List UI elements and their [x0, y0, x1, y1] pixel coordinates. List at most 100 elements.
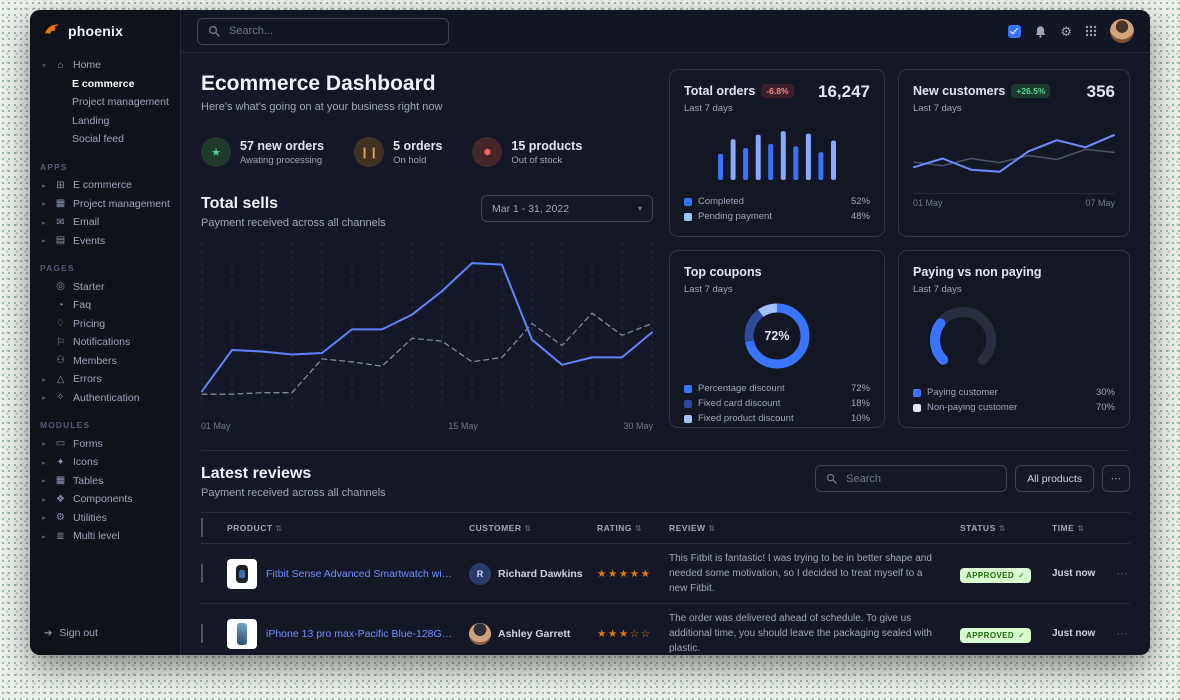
layers-icon: ≣: [56, 530, 65, 542]
sidebar-item-label: Starter: [73, 280, 105, 293]
row-actions-icon[interactable]: ⋯: [1116, 628, 1128, 640]
top-coupons-card: Top coupons Last 7 days 72%: [669, 250, 885, 428]
column-header[interactable]: STATUS ⇅: [960, 523, 1006, 533]
sidebar-item[interactable]: APPS: [30, 158, 180, 177]
sign-out-button[interactable]: ➔ Sign out: [30, 615, 180, 655]
sidebar-item[interactable]: ▸ ✉ Email: [30, 213, 180, 232]
user-avatar[interactable]: [1110, 19, 1134, 43]
review-row[interactable]: Fitbit Sense Advanced Smartwatch with To…: [201, 543, 1130, 603]
stat-value: 5 orders: [393, 138, 443, 153]
chevron-icon: ▸: [42, 439, 46, 449]
card-period: Last 7 days: [912, 103, 962, 114]
sidebar-item[interactable]: ▸ ▤ Events: [30, 232, 180, 251]
top-coupons-legend: Percentage discount 72% Fixed card disco…: [684, 381, 870, 426]
row-actions-icon[interactable]: ⋯: [1116, 568, 1128, 580]
select-all-checkbox[interactable]: [201, 518, 203, 537]
sidebar-item[interactable]: ◔ Faq: [30, 296, 180, 315]
latest-reviews-section: Latest reviews Payment received across a…: [201, 450, 1130, 655]
new-customers-value: 356: [1086, 82, 1115, 101]
search-input[interactable]: [227, 24, 438, 38]
date-range-value: Mar 1 - 31, 2022: [492, 202, 570, 215]
theme-toggle-checkbox[interactable]: [1008, 24, 1022, 38]
sidebar-item[interactable]: ▸ △ Errors: [30, 370, 180, 389]
sidebar-item[interactable]: ◎ Starter: [30, 278, 180, 297]
sidebar-item[interactable]: ▸ ⊞ E commerce: [30, 176, 180, 195]
column-header[interactable]: RATING ⇅: [597, 523, 643, 533]
sidebar-item[interactable]: ▸ ❖ Components: [30, 490, 180, 509]
sidebar-item[interactable]: MODULES: [30, 416, 180, 435]
sidebar-item[interactable]: Social feed: [30, 130, 180, 149]
phoenix-bird-icon: [45, 24, 59, 35]
brand-logo[interactable]: phoenix: [30, 10, 180, 52]
more-actions-button[interactable]: ⋯: [1102, 465, 1130, 492]
sidebar-item-label: Project management: [72, 96, 169, 109]
review-row[interactable]: iPhone 13 pro max-Pacific Blue-128GB sto…: [201, 603, 1130, 655]
sort-icon: ⇅: [524, 523, 532, 533]
sidebar-item[interactable]: Project management: [30, 93, 180, 112]
legend-label: Percentage discount: [698, 383, 785, 394]
sidebar-item-label: Components: [73, 493, 133, 506]
total-orders-card: Total orders -6.8% Last 7 days 16,247: [669, 69, 885, 237]
all-products-filter-button[interactable]: All products: [1015, 465, 1094, 492]
reviews-table: PRODUCT ⇅ CUSTOMER ⇅ RATING: [201, 512, 1130, 655]
row-checkbox[interactable]: [201, 623, 203, 643]
sort-icon: ⇅: [1077, 523, 1085, 533]
sidebar-item[interactable]: Landing: [30, 112, 180, 131]
sidebar-item[interactable]: ▸ ▦ Tables: [30, 472, 180, 491]
total-sells-line-chart: [201, 243, 653, 407]
sidebar-item-label: Email: [73, 216, 100, 229]
sidebar-item-label: Forms: [73, 437, 103, 450]
legend-row: Non-paying customer 70%: [912, 400, 1115, 415]
sidebar-item[interactable]: ♢ Pricing: [30, 315, 180, 334]
legend-swatch: [684, 384, 692, 393]
date-range-select[interactable]: Mar 1 - 31, 2022 ▾: [481, 195, 653, 222]
sidebar-item[interactable]: ▾ ⌂ Home: [30, 56, 180, 75]
review-text: This Fitbit is fantastic! I was trying t…: [669, 553, 932, 594]
total-orders-bar-chart: [717, 131, 836, 180]
apps-grid-icon[interactable]: [1085, 25, 1097, 37]
sidebar-item[interactable]: ▸ ✦ Icons: [30, 453, 180, 472]
donut-center-label: 72%: [764, 329, 790, 343]
sidebar-item[interactable]: PAGES: [30, 259, 180, 278]
topbar-actions: ⚙: [1008, 19, 1134, 43]
column-header[interactable]: PRODUCT ⇅: [227, 523, 283, 533]
product-link[interactable]: iPhone 13 pro max-Pacific Blue-128GB sto…: [266, 627, 455, 640]
column-header[interactable]: CUSTOMER ⇅: [469, 523, 532, 533]
legend-swatch: [684, 197, 692, 206]
new-customers-card: New customers +26.5% Last 7 days 356 01 M…: [897, 69, 1130, 237]
sidebar-item-label: Tables: [73, 474, 104, 487]
sidebar-item[interactable]: ⚇ Members: [30, 352, 180, 371]
row-checkbox[interactable]: [201, 563, 203, 583]
sidebar-item[interactable]: ▸ ▦ Project management: [30, 195, 180, 214]
search-icon: [208, 25, 220, 37]
column-header[interactable]: REVIEW ⇅: [669, 523, 716, 533]
page-subtitle: Here's what's going on at your business …: [201, 101, 443, 113]
column-header[interactable]: TIME ⇅: [1052, 523, 1085, 533]
sidebar-item-label: E commerce: [73, 179, 132, 192]
total-orders-value: 16,247: [817, 82, 870, 101]
legend-value: 18%: [850, 398, 870, 409]
bell-icon: ⚐: [56, 336, 65, 348]
sidebar-item[interactable]: E commerce: [30, 75, 180, 94]
topbar-search[interactable]: [197, 17, 449, 45]
star-icon: ★: [201, 137, 231, 167]
gear-icon[interactable]: ⚙: [1060, 23, 1072, 39]
table-icon: ▦: [55, 475, 66, 487]
compass-icon: ◎: [56, 281, 65, 293]
stat-value: 15 products: [511, 138, 583, 153]
sidebar-item[interactable]: ▸ ≣ Multi level: [30, 527, 180, 546]
reviews-search-input[interactable]: [844, 471, 997, 486]
reviews-search[interactable]: [815, 465, 1008, 492]
sidebar-item[interactable]: ▸ ⚙ Utilities: [30, 509, 180, 528]
paying-gauge-chart: [929, 306, 996, 366]
legend-swatch: [912, 388, 921, 397]
bell-icon[interactable]: [1034, 25, 1047, 38]
utilities-icon: ⚙: [56, 512, 65, 524]
legend-row: Paying customer 30%: [912, 385, 1115, 400]
sidebar: phoenix ▾ ⌂ Home E commerce: [30, 10, 181, 655]
sidebar-item[interactable]: ▸ ▭ Forms: [30, 435, 180, 454]
sidebar-item[interactable]: ▸ ✧ Authentication: [30, 389, 180, 408]
customer-name: Ashley Garrett: [498, 627, 571, 640]
sidebar-item[interactable]: ⚐ Notifications: [30, 333, 180, 352]
product-link[interactable]: Fitbit Sense Advanced Smartwatch with To…: [266, 567, 455, 580]
